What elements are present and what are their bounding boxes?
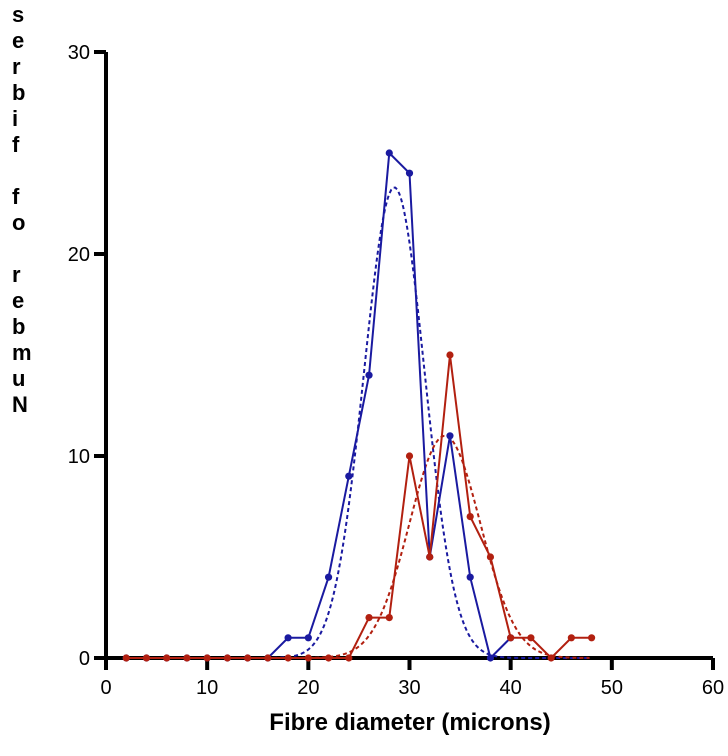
y-tick-label: 10: [68, 446, 90, 468]
y-axis-title-char: m: [12, 340, 32, 365]
data-point: [183, 654, 191, 662]
x-tick-label: 30: [398, 677, 420, 699]
x-tick-label: 50: [601, 677, 623, 699]
y-axis-title-char: e: [12, 288, 24, 313]
x-tick-label: 20: [297, 677, 319, 699]
data-point: [466, 573, 474, 581]
y-axis-title-char: f: [12, 132, 20, 157]
data-point: [163, 654, 171, 662]
fit-curve: [126, 186, 590, 659]
y-axis-title-char: r: [12, 54, 21, 79]
y-axis-title-char: e: [12, 28, 24, 53]
data-point: [203, 654, 211, 662]
y-axis-title-char: f: [12, 184, 20, 209]
data-point: [122, 654, 130, 662]
fit-curve: [126, 434, 590, 659]
y-axis-title-char: N: [12, 392, 28, 417]
y-axis-title-char: i: [12, 106, 18, 131]
y-axis-title-char: b: [12, 80, 25, 105]
series-line: [126, 354, 592, 660]
data-point: [588, 634, 596, 642]
y-axis-title-char: b: [12, 314, 25, 339]
data-point: [284, 634, 292, 642]
y-axis-title-char: u: [12, 366, 25, 391]
x-axis-title: Fibre diameter (microns): [269, 709, 550, 736]
y-axis-title-char: o: [12, 210, 25, 235]
data-point: [385, 149, 393, 157]
data-point: [426, 553, 434, 561]
axes: [94, 50, 715, 670]
data-point: [345, 654, 353, 662]
data-point: [405, 452, 414, 460]
data-point: [264, 654, 272, 662]
data-point: [527, 634, 535, 642]
data-point: [304, 654, 312, 662]
y-axis-title-char: s: [12, 2, 24, 27]
x-tick-label: 0: [100, 677, 111, 699]
data-point: [304, 634, 312, 642]
tick-labels: 0 10 20 30 40 50 60 0 10 20 30: [68, 42, 724, 699]
data-point: [244, 654, 252, 662]
data-point: [365, 614, 373, 622]
data-point: [466, 513, 474, 521]
y-tick-label: 30: [68, 42, 90, 64]
data-point: [405, 169, 414, 177]
data-point: [223, 654, 231, 662]
data-point: [446, 351, 454, 359]
data-point: [324, 654, 333, 662]
data-point: [142, 654, 151, 662]
y-tick-label: 20: [68, 244, 90, 266]
data-point: [365, 371, 373, 379]
series-group: [122, 149, 596, 662]
y-tick-label: 0: [79, 648, 90, 670]
data-point: [324, 573, 333, 581]
fit-curves: [126, 186, 590, 659]
x-tick-label: 60: [702, 677, 724, 699]
data-point: [486, 553, 495, 561]
data-point: [547, 654, 555, 662]
data-point: [345, 472, 353, 480]
data-point: [486, 654, 495, 662]
x-tick-label: 10: [196, 677, 218, 699]
data-point: [446, 432, 454, 440]
data-point: [507, 634, 515, 642]
data-point: [385, 614, 393, 622]
data-point: [567, 634, 575, 642]
y-axis-title-char: r: [12, 262, 21, 287]
x-tick-label: 40: [500, 677, 522, 699]
data-point: [284, 654, 292, 662]
